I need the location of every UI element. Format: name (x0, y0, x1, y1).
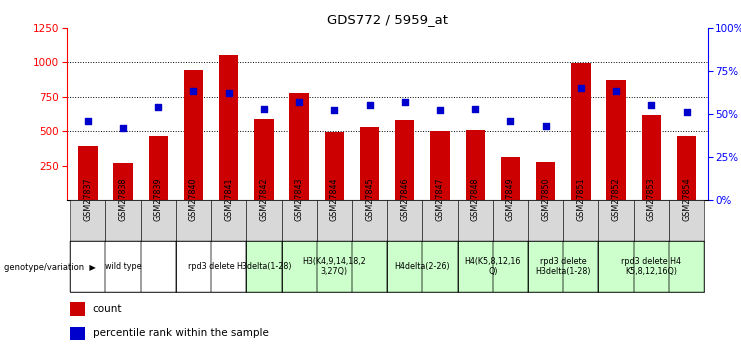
FancyBboxPatch shape (70, 241, 176, 292)
Bar (149, 136, 168, 200)
Bar (360, 127, 379, 200)
FancyBboxPatch shape (211, 200, 246, 242)
Bar (290, 93, 309, 200)
Bar (70, 303, 85, 316)
FancyBboxPatch shape (387, 241, 458, 292)
FancyBboxPatch shape (316, 200, 352, 242)
Bar (325, 132, 344, 200)
Point (364, 102, 376, 108)
Text: GSM27846: GSM27846 (400, 177, 409, 221)
FancyBboxPatch shape (528, 241, 599, 292)
Text: H3delta(1-28): H3delta(1-28) (236, 262, 292, 271)
FancyBboxPatch shape (282, 200, 316, 242)
Point (575, 85, 587, 91)
Title: GDS772 / 5959_at: GDS772 / 5959_at (327, 13, 448, 27)
FancyBboxPatch shape (669, 200, 704, 242)
Point (187, 89, 199, 94)
Text: GSM27842: GSM27842 (259, 177, 268, 221)
Text: H4(K5,8,12,16
Q): H4(K5,8,12,16 Q) (465, 257, 521, 276)
Bar (571, 63, 591, 200)
Text: GSM27853: GSM27853 (647, 177, 656, 221)
Point (399, 99, 411, 105)
FancyBboxPatch shape (634, 200, 669, 242)
Point (223, 90, 235, 96)
Text: GSM27854: GSM27854 (682, 177, 691, 221)
Text: GSM27850: GSM27850 (541, 177, 550, 221)
FancyBboxPatch shape (599, 200, 634, 242)
FancyBboxPatch shape (141, 200, 176, 242)
Bar (78, 146, 98, 200)
Text: GSM27847: GSM27847 (436, 177, 445, 221)
Text: GSM27851: GSM27851 (576, 177, 585, 221)
FancyBboxPatch shape (599, 241, 704, 292)
FancyBboxPatch shape (105, 200, 141, 242)
Bar (219, 55, 239, 200)
Text: H3(K4,9,14,18,2
3,27Q): H3(K4,9,14,18,2 3,27Q) (302, 257, 366, 276)
Point (539, 123, 551, 129)
FancyBboxPatch shape (458, 241, 528, 292)
Text: GSM27845: GSM27845 (365, 177, 374, 221)
Text: percentile rank within the sample: percentile rank within the sample (93, 328, 268, 338)
Text: GSM27839: GSM27839 (153, 177, 163, 221)
FancyBboxPatch shape (422, 200, 458, 242)
Text: GSM27852: GSM27852 (611, 177, 621, 221)
Bar (113, 163, 133, 200)
Text: rpd3 delete: rpd3 delete (187, 262, 234, 271)
Text: wild type: wild type (104, 262, 142, 271)
Bar (254, 119, 273, 200)
Bar (184, 70, 203, 200)
FancyBboxPatch shape (352, 200, 387, 242)
Point (117, 125, 129, 130)
Bar (465, 130, 485, 200)
Point (680, 109, 692, 115)
FancyBboxPatch shape (493, 200, 528, 242)
Text: GSM27849: GSM27849 (506, 177, 515, 221)
Text: rpd3 delete
H3delta(1-28): rpd3 delete H3delta(1-28) (536, 257, 591, 276)
FancyBboxPatch shape (563, 200, 599, 242)
FancyBboxPatch shape (246, 241, 282, 292)
Point (434, 108, 446, 113)
Bar (431, 131, 450, 200)
Bar (395, 120, 414, 200)
Point (293, 99, 305, 105)
Text: GSM27840: GSM27840 (189, 177, 198, 221)
Bar (677, 136, 697, 200)
Text: GSM27838: GSM27838 (119, 177, 127, 221)
Bar (70, 327, 85, 340)
Bar (501, 157, 520, 200)
Bar (536, 162, 555, 200)
Text: GSM27844: GSM27844 (330, 177, 339, 221)
Point (505, 118, 516, 124)
Text: GSM27841: GSM27841 (225, 177, 233, 221)
FancyBboxPatch shape (176, 200, 211, 242)
Point (258, 106, 270, 111)
FancyBboxPatch shape (528, 200, 563, 242)
FancyBboxPatch shape (70, 200, 105, 242)
Point (328, 108, 340, 113)
FancyBboxPatch shape (246, 200, 282, 242)
Text: GSM27837: GSM27837 (83, 177, 93, 221)
Point (645, 102, 657, 108)
Point (610, 89, 622, 94)
Text: rpd3 delete H4
K5,8,12,16Q): rpd3 delete H4 K5,8,12,16Q) (621, 257, 681, 276)
FancyBboxPatch shape (176, 241, 246, 292)
Text: H4delta(2-26): H4delta(2-26) (394, 262, 451, 271)
FancyBboxPatch shape (387, 200, 422, 242)
Bar (606, 80, 625, 200)
Point (153, 104, 165, 110)
Point (82, 118, 94, 124)
Point (469, 106, 481, 111)
Bar (642, 115, 661, 200)
FancyBboxPatch shape (458, 200, 493, 242)
Text: GSM27848: GSM27848 (471, 177, 479, 221)
FancyBboxPatch shape (282, 241, 387, 292)
Text: GSM27843: GSM27843 (295, 177, 304, 221)
Text: count: count (93, 304, 122, 314)
Text: genotype/variation  ▶: genotype/variation ▶ (4, 263, 96, 272)
